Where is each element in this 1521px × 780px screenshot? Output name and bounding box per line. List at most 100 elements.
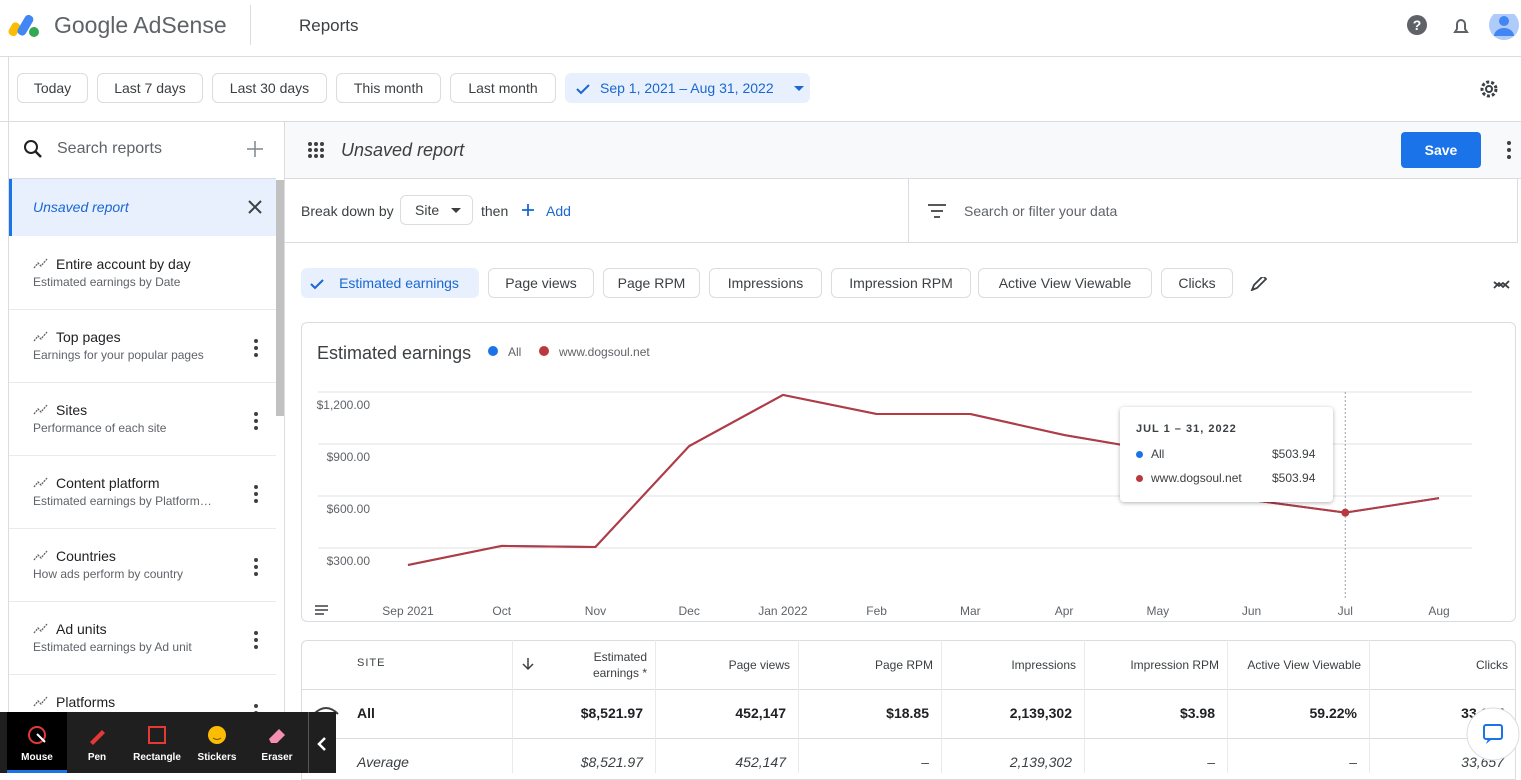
search-reports[interactable]: Search reports — [57, 140, 162, 157]
tooltip-title: JUL 1 – 31, 2022 — [1136, 423, 1237, 435]
active-report[interactable]: Unsaved report — [33, 199, 129, 215]
svg-text:?: ? — [1413, 17, 1422, 33]
header-icons[interactable]: ? — [1405, 14, 1521, 40]
metric-chip[interactable]: Estimated earnings — [301, 268, 479, 298]
rule — [9, 674, 276, 675]
date-filter[interactable]: Last 30 days — [212, 73, 327, 103]
report-title: Unsaved report — [341, 140, 465, 160]
column-header[interactable]: Estimated earnings * — [592, 650, 647, 680]
tooltip-dot — [1136, 451, 1143, 458]
date-filter[interactable]: Last 7 days — [97, 73, 203, 103]
report-subtitle: Earnings for your popular pages — [33, 348, 204, 362]
rule — [301, 689, 1516, 690]
report-title[interactable]: Ad units — [56, 621, 107, 637]
divider — [250, 5, 251, 45]
table-cell: – — [1349, 754, 1357, 770]
tooltip-label: www.dogsoul.net — [1151, 471, 1242, 485]
scrollbar — [276, 180, 284, 416]
then-label: then — [481, 203, 509, 219]
more-icon[interactable] — [1505, 140, 1513, 160]
settings-icon[interactable] — [1478, 78, 1500, 100]
collapse-icon[interactable] — [316, 736, 328, 752]
rule — [0, 56, 1521, 57]
more-icon[interactable] — [252, 557, 260, 577]
report-subtitle: Estimated earnings by Ad unit — [33, 640, 192, 654]
legend-dot — [488, 346, 498, 356]
tool-label[interactable]: Mouse — [21, 752, 53, 763]
report-title[interactable]: Platforms — [56, 694, 116, 710]
col-rule — [798, 640, 799, 773]
rule — [9, 382, 276, 383]
metric-chip[interactable]: Page views — [488, 268, 594, 298]
tool-icon[interactable] — [87, 725, 109, 747]
report-icon — [33, 550, 48, 561]
report-icon — [33, 258, 48, 269]
tool-label[interactable]: Rectangle — [133, 752, 181, 763]
col-rule — [1369, 640, 1370, 773]
table-cell: All — [357, 705, 375, 721]
add-button[interactable]: Add — [546, 203, 571, 219]
report-title[interactable]: Entire account by day — [56, 256, 191, 272]
metric-chip[interactable]: Active View Viewable — [978, 268, 1152, 298]
column-header[interactable]: Impressions — [1011, 658, 1076, 672]
column-header[interactable]: Clicks — [1476, 658, 1508, 672]
table-cell: $8,521.97 — [580, 754, 643, 770]
tool-label[interactable]: Stickers — [197, 752, 237, 763]
column-header[interactable]: Page RPM — [874, 658, 933, 672]
tool-label[interactable]: Pen — [87, 752, 107, 763]
search-icons — [24, 140, 263, 158]
date-filter[interactable]: This month — [336, 73, 441, 103]
col-rule — [941, 640, 942, 773]
table-cell: 59.22% — [1309, 705, 1357, 721]
column-header[interactable]: Page views — [728, 658, 790, 672]
report-title[interactable]: Countries — [56, 548, 116, 564]
sort-icon — [522, 658, 534, 671]
column-header[interactable]: Active View Viewable — [1247, 658, 1361, 672]
metric-chip[interactable]: Impression RPM — [831, 268, 971, 298]
report-title[interactable]: Top pages — [56, 329, 121, 345]
breakdown-select[interactable]: Site — [400, 195, 473, 225]
tool-label[interactable]: Eraser — [261, 752, 293, 763]
column-header[interactable]: Impression RPM — [1130, 658, 1219, 672]
tool-icon[interactable] — [207, 725, 229, 747]
rule — [0, 121, 1521, 122]
report-icon — [33, 696, 48, 707]
filter-icon — [928, 204, 946, 218]
more-icon[interactable] — [252, 630, 260, 650]
sidebar-border — [8, 57, 9, 773]
close-icon[interactable] — [247, 199, 263, 215]
apps-icon[interactable] — [307, 141, 327, 161]
more-icon[interactable] — [252, 484, 260, 504]
metric-chip[interactable]: Clicks — [1161, 268, 1233, 298]
page-title: Reports — [299, 16, 359, 35]
date-filter[interactable]: Today — [17, 73, 88, 103]
save-button[interactable]: Save — [1401, 132, 1481, 168]
feedback-button[interactable] — [1465, 707, 1521, 763]
legend-dot — [539, 346, 549, 356]
tool-icon[interactable] — [147, 725, 169, 747]
tooltip — [1120, 407, 1333, 502]
brand: Google AdSense — [54, 12, 227, 38]
col-rule — [1084, 640, 1085, 773]
sidebar-edge — [284, 121, 285, 773]
metric-chip[interactable]: Page RPM — [603, 268, 700, 298]
report-subtitle: Estimated earnings by Platform… — [33, 494, 212, 508]
report-subtitle: How ads perform by country — [33, 567, 184, 581]
more-icon[interactable] — [252, 338, 260, 358]
filter-input[interactable]: Search or filter your data — [964, 203, 1118, 219]
report-title[interactable]: Sites — [56, 402, 88, 418]
metric-chip[interactable]: Impressions — [709, 268, 822, 298]
rule — [9, 455, 276, 456]
date-filter[interactable]: Last month — [450, 73, 556, 103]
active-item — [9, 179, 276, 236]
report-icon — [33, 477, 48, 488]
report-icon — [33, 623, 48, 634]
column-header[interactable]: SITE — [357, 657, 386, 669]
tool-icon[interactable] — [267, 725, 289, 747]
divider — [908, 178, 909, 242]
report-title[interactable]: Content platform — [56, 475, 160, 491]
more-icon[interactable] — [252, 411, 260, 431]
tool-icon[interactable] — [27, 725, 49, 747]
date-range[interactable]: Sep 1, 2021 – Aug 31, 2022 — [565, 73, 810, 103]
tooltip-dot — [1136, 475, 1143, 482]
